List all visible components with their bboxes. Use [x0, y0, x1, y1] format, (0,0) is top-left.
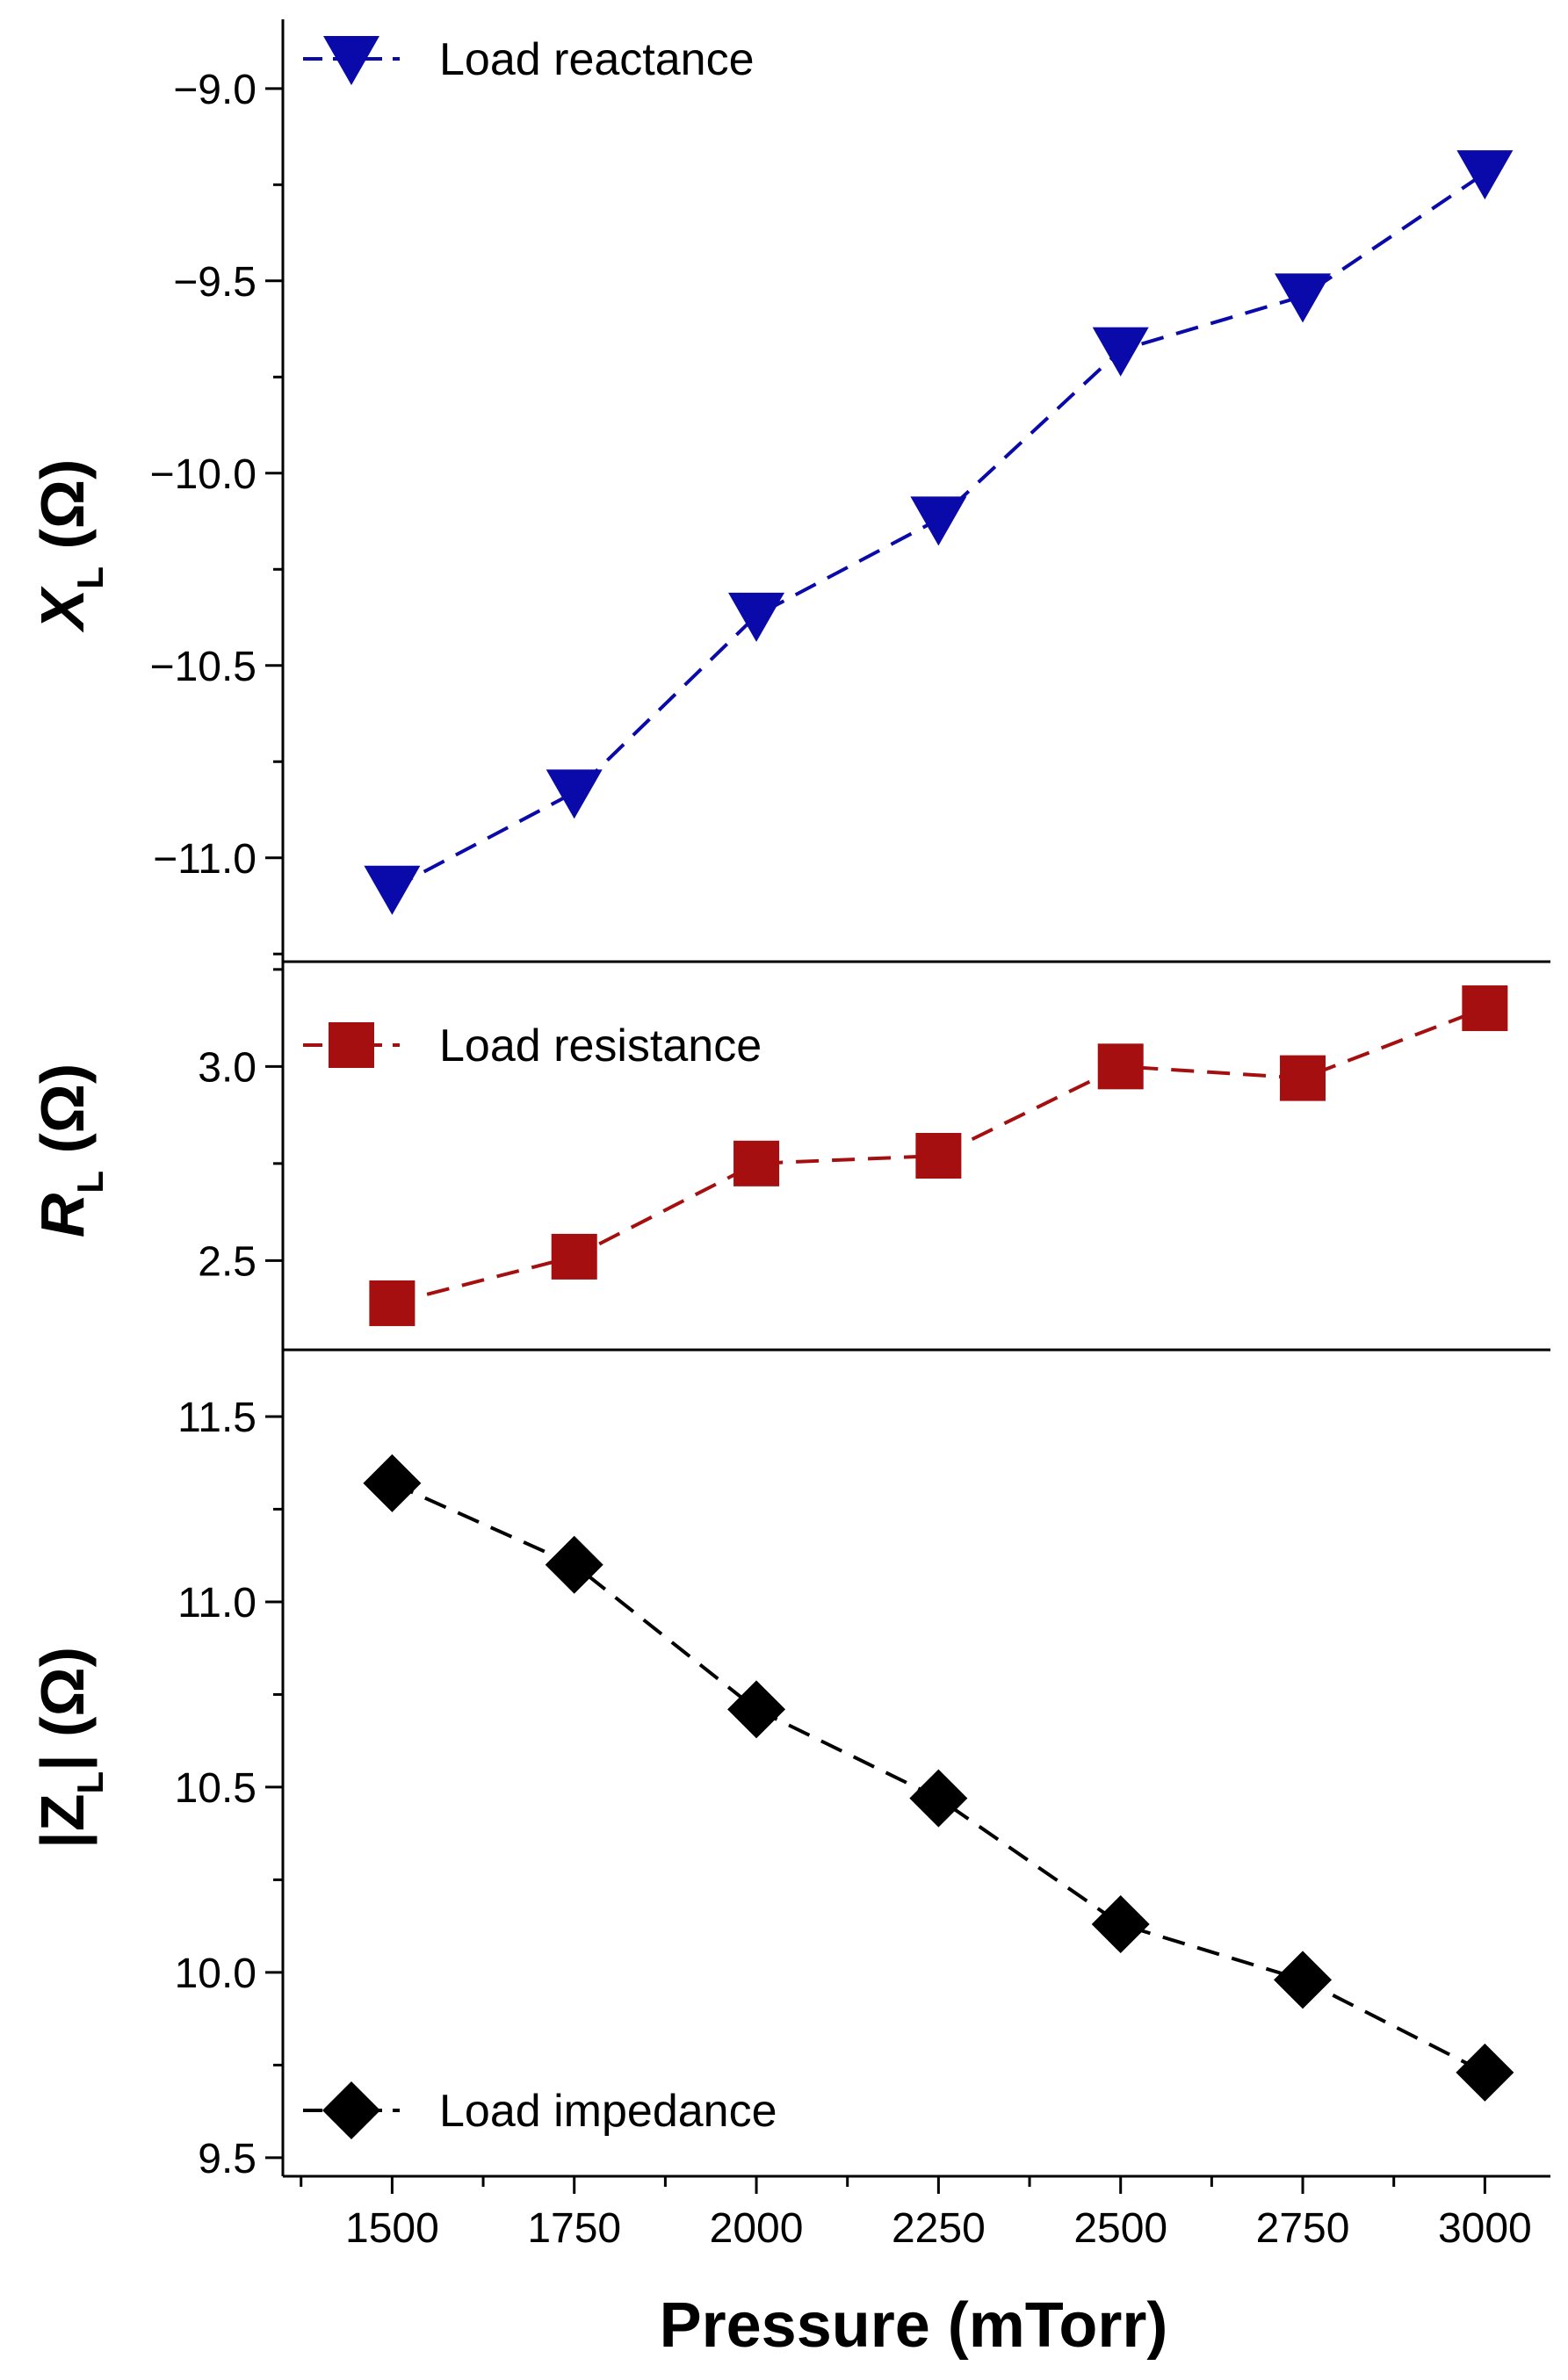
data-point	[363, 1453, 422, 1512]
data-point	[1274, 1951, 1333, 2009]
data-point	[546, 769, 603, 819]
y-tick-label: 10.0	[175, 1951, 257, 1997]
data-point	[551, 1233, 597, 1280]
ylabel-unit: (Ω)	[28, 1064, 97, 1171]
data-point	[728, 592, 785, 642]
data-point	[1456, 150, 1514, 200]
y-tick-label: 10.5	[175, 1765, 257, 1812]
data-point	[1097, 1043, 1144, 1090]
data-point	[910, 496, 967, 546]
data-point	[733, 1140, 780, 1186]
x-tick-label: 2750	[1256, 2205, 1350, 2252]
panel-middle: 2.5 3.0 Load resistance	[198, 968, 1508, 1326]
y-tick-label: −11.0	[153, 836, 257, 883]
legend-marker	[322, 2081, 380, 2139]
legend-label: Load resistance	[439, 1021, 762, 1071]
ylabel-unit: | (Ω)	[28, 1647, 98, 1771]
data-point	[369, 1280, 415, 1326]
ylabel-symbol: |Z	[28, 1794, 98, 1849]
legend-marker	[323, 36, 379, 85]
y-tick-label: 11.5	[177, 1395, 257, 1441]
data-point	[364, 865, 421, 915]
data-point	[1275, 273, 1332, 323]
x-tick-label: 1500	[345, 2205, 439, 2252]
data-point	[1280, 1055, 1326, 1101]
legend-marker	[329, 1022, 374, 1068]
y-axis-title-reactance: XL (Ω)	[28, 459, 111, 634]
legend-label: Load reactance	[439, 34, 755, 85]
x-tick-label: 2500	[1073, 2205, 1167, 2252]
y-axis-title-impedance: |ZL| (Ω)	[28, 1647, 111, 1849]
x-tick-label: 1750	[527, 2205, 621, 2252]
ylabel-symbol: X	[28, 585, 97, 633]
data-point	[1462, 985, 1508, 1032]
y-tick-label: 11.0	[177, 1580, 257, 1626]
ylabel-subscript: L	[69, 566, 111, 589]
ylabel-symbol: R	[28, 1193, 97, 1237]
x-axis: 1500 1750 2000 2250 2500 2750 3000	[300, 2176, 1532, 2252]
y-tick-label: −9.5	[173, 259, 257, 306]
x-tick-label: 3000	[1438, 2205, 1532, 2252]
y-tick-label: 3.0	[198, 1044, 257, 1091]
data-point	[1091, 1895, 1150, 1954]
legend-label: Load impedance	[439, 2086, 777, 2137]
ylabel-subscript: L	[69, 1171, 111, 1194]
y-tick-label: −10.0	[150, 451, 257, 498]
panel-top: −11.0 −10.5 −10.0 −9.5 −9.0 Load reactance	[150, 34, 1514, 956]
ylabel-unit: (Ω)	[28, 459, 97, 566]
data-point	[1456, 2043, 1514, 2102]
y-tick-label: −9.0	[173, 67, 257, 113]
x-tick-label: 2250	[892, 2205, 986, 2252]
data-point	[909, 1769, 968, 1828]
data-point	[545, 1535, 603, 1594]
x-axis-title: Pressure (mTorr)	[660, 2290, 1168, 2361]
ylabel-subscript: L	[69, 1771, 111, 1794]
y-tick-label: −10.5	[150, 644, 257, 690]
x-tick-label: 2000	[710, 2205, 804, 2252]
data-point	[1092, 327, 1149, 377]
panels: −11.0 −10.5 −10.0 −9.5 −9.0 Load reactance 2.5…	[150, 34, 1514, 2182]
data-point	[915, 1133, 962, 1179]
data-point	[727, 1680, 786, 1739]
y-tick-label: 2.5	[198, 1238, 257, 1285]
panel-bottom: 9.5 10.0 10.5 11.0 11.5 Load impedance	[175, 1395, 1514, 2182]
y-tick-label: 9.5	[198, 2136, 257, 2182]
y-axis-title-resistance: RL (Ω)	[28, 1064, 111, 1237]
